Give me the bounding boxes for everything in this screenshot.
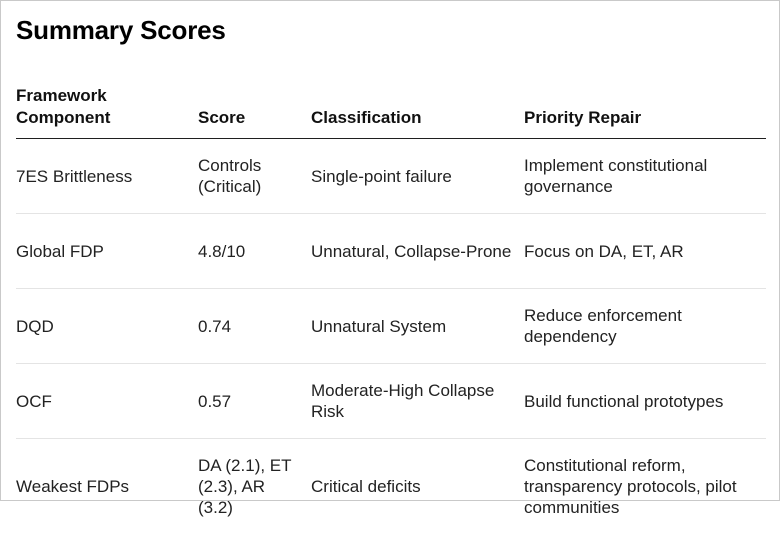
cell-score: 0.57 [198,364,311,439]
page-title: Summary Scores [16,15,226,46]
cell-score: 0.74 [198,289,311,364]
cell-classification: Single-point failure [311,139,524,214]
cell-classification: Unnatural, Collapse-Prone [311,214,524,289]
table-header-row: Framework Component Score Classification… [16,79,766,139]
header-framework-component: Framework Component [16,79,198,139]
table-row: 7ES Brittleness Controls (Critical) Sing… [16,139,766,214]
table-row: OCF 0.57 Moderate-High Collapse Risk Bui… [16,364,766,439]
header-priority-repair: Priority Repair [524,79,766,139]
cell-score: Controls (Critical) [198,139,311,214]
cell-component: OCF [16,364,198,439]
summary-table: Framework Component Score Classification… [16,79,766,533]
cell-classification: Moderate-High Collapse Risk [311,364,524,439]
cell-classification: Critical deficits [311,439,524,533]
cell-component: DQD [16,289,198,364]
table-row: DQD 0.74 Unnatural System Reduce enforce… [16,289,766,364]
cell-priority-repair: Build functional prototypes [524,364,766,439]
cell-component: 7ES Brittleness [16,139,198,214]
cell-component: Global FDP [16,214,198,289]
table-row: Global FDP 4.8/10 Unnatural, Collapse-Pr… [16,214,766,289]
cell-priority-repair: Implement constitutional governance [524,139,766,214]
cell-classification: Unnatural System [311,289,524,364]
cell-component: Weakest FDPs [16,439,198,533]
cell-priority-repair: Reduce enforcement dependency [524,289,766,364]
cell-priority-repair: Focus on DA, ET, AR [524,214,766,289]
cell-score: 4.8/10 [198,214,311,289]
summary-scores-card: Summary Scores Framework Component Score… [0,0,780,501]
cell-priority-repair: Constitutional reform, transparency prot… [524,439,766,533]
table-row: Weakest FDPs DA (2.1), ET (2.3), AR (3.2… [16,439,766,533]
header-classification: Classification [311,79,524,139]
header-score: Score [198,79,311,139]
cell-score: DA (2.1), ET (2.3), AR (3.2) [198,439,311,533]
